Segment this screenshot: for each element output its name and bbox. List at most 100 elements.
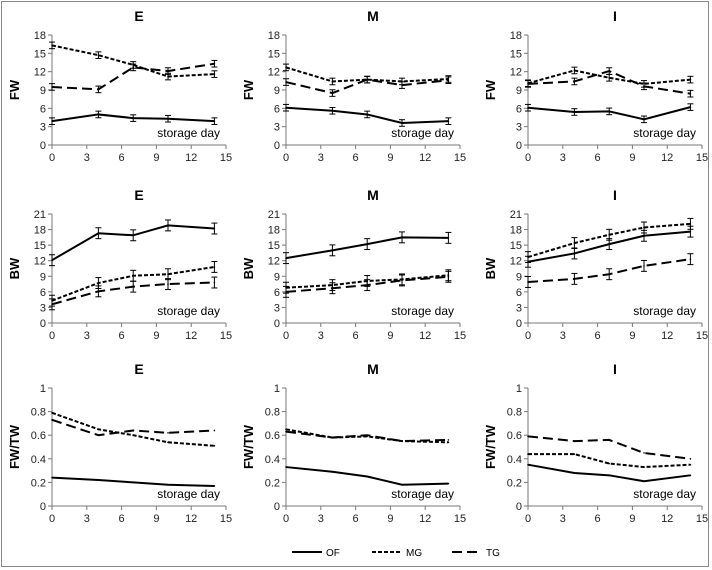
y-tick-label: 15: [268, 48, 280, 60]
data-point-tg: [213, 62, 216, 65]
data-point-of: [643, 480, 645, 483]
series-line-mg: [51, 44, 215, 78]
y-tick-label: 9: [274, 85, 280, 97]
data-point-mg: [608, 233, 610, 236]
panel-5: 0 3 6 9 12 15 18 21 0 3 6 9 12 15 M BW storage day: [241, 187, 466, 342]
annotation-storage-day: storage day: [391, 487, 454, 501]
y-tick-label: 0.8: [31, 407, 46, 419]
data-point-mg: [132, 434, 134, 437]
data-point-mg: [608, 462, 610, 465]
y-tick-label: 0: [274, 318, 280, 330]
data-point-tg: [167, 283, 169, 285]
x-tick-label: 9: [153, 330, 159, 342]
data-point-mg: [97, 54, 100, 56]
y-tick-label: 0: [516, 318, 522, 330]
panel-title: I: [613, 187, 617, 203]
data-point-tg: [527, 435, 529, 438]
data-point-of: [51, 120, 53, 122]
data-point-tg: [51, 86, 53, 88]
y-tick-label: 1: [516, 383, 522, 395]
data-point-of: [51, 476, 53, 479]
data-point-tg: [527, 281, 529, 283]
y-tick-label: 0: [40, 501, 46, 513]
panel-4: 0 3 6 9 12 15 18 21 0 3 6 9 12 15 E BW storage day: [7, 187, 232, 342]
data-point-of: [573, 111, 576, 113]
y-axis-label: BW: [7, 257, 22, 279]
data-point-tg: [285, 291, 287, 293]
data-point-tg: [167, 432, 169, 434]
data-point-of: [608, 110, 610, 113]
data-point-tg: [51, 419, 53, 421]
data-point-tg: [285, 81, 287, 83]
panel-3: 0 3 6 9 12 15 18 0 3 6 9 12 15 I FW storage day: [483, 8, 708, 164]
data-point-tg: [97, 88, 100, 91]
y-tick-label: 0.8: [507, 407, 522, 419]
data-point-tg: [643, 265, 645, 267]
data-point-mg: [573, 69, 576, 72]
y-tick-label: 0.6: [31, 430, 46, 442]
annotation-storage-day: storage day: [157, 304, 220, 318]
y-tick-label: 0: [274, 501, 280, 513]
y-tick-label: 0: [40, 140, 46, 152]
y-axis-label: BW: [241, 257, 256, 279]
y-tick-label: 0.2: [507, 477, 522, 489]
panel-9: 0 0.2 0.4 0.6 0.8 1 0 3 6 9 12 15 I FW/TW storage day: [483, 361, 708, 525]
y-tick-label: 18: [268, 225, 280, 237]
panel-title: M: [367, 8, 379, 24]
y-tick-label: 6: [40, 287, 46, 299]
x-tick-label: 9: [629, 513, 635, 525]
data-point-tg: [366, 284, 369, 286]
data-point-mg: [97, 282, 100, 284]
x-tick-label: 12: [661, 330, 673, 342]
data-point-mg: [689, 463, 692, 466]
y-tick-label: 12: [268, 256, 280, 268]
data-point-of: [213, 227, 216, 230]
y-tick-label: 6: [40, 103, 46, 115]
series-line-mg: [51, 411, 215, 447]
data-point-mg: [527, 256, 529, 258]
data-point-tg: [447, 276, 450, 278]
panel-title: E: [134, 187, 143, 203]
data-point-mg: [643, 226, 645, 229]
x-tick-label: 15: [220, 152, 232, 164]
data-point-mg: [213, 73, 216, 75]
x-tick-label: 9: [387, 152, 393, 164]
data-point-tg: [689, 258, 692, 260]
data-point-of: [51, 259, 53, 261]
y-tick-label: 12: [34, 256, 46, 268]
y-tick-label: 15: [34, 240, 46, 252]
y-tick-label: 0.4: [265, 454, 280, 466]
legend-label-tg: TG: [486, 548, 500, 559]
y-tick-label: 15: [510, 240, 522, 252]
data-point-tg: [331, 287, 334, 290]
data-point-of: [285, 106, 287, 109]
data-point-of: [331, 470, 334, 473]
data-point-mg: [608, 76, 610, 79]
y-tick-label: 15: [34, 48, 46, 60]
data-point-of: [527, 106, 529, 109]
data-point-mg: [285, 66, 287, 69]
x-tick-label: 12: [419, 513, 431, 525]
x-tick-label: 0: [49, 152, 55, 164]
x-tick-label: 0: [525, 152, 531, 164]
y-axis-label: FW/TW: [7, 424, 22, 469]
x-tick-label: 3: [560, 152, 566, 164]
data-point-tg: [643, 452, 645, 454]
data-point-of: [643, 118, 645, 121]
data-point-of: [213, 485, 216, 487]
data-point-tg: [366, 78, 369, 81]
x-tick-label: 6: [353, 152, 359, 164]
y-tick-label: 3: [516, 122, 522, 134]
x-tick-label: 12: [185, 513, 197, 525]
x-tick-label: 0: [525, 513, 531, 525]
data-point-mg: [331, 80, 334, 83]
data-point-of: [608, 243, 610, 245]
data-point-tg: [608, 273, 610, 276]
data-point-of: [97, 113, 100, 116]
data-point-of: [167, 117, 169, 120]
y-tick-label: 0: [516, 501, 522, 513]
x-tick-label: 15: [220, 330, 232, 342]
x-tick-label: 3: [560, 330, 566, 342]
data-point-tg: [689, 458, 692, 460]
